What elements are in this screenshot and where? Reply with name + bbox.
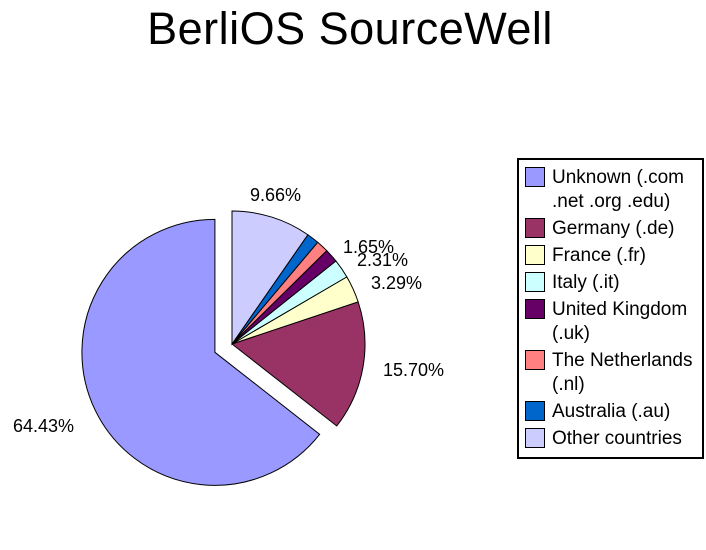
legend-swatch-australia — [525, 401, 545, 421]
pie-slice-germany — [230, 301, 366, 427]
legend-item-italy: Italy (.it) — [525, 271, 699, 295]
legend-swatch-unknown — [525, 167, 545, 187]
legend-swatch-france — [525, 245, 545, 265]
percent-label-italy: 2.31% — [357, 250, 409, 270]
legend-label-other: Other countries — [552, 428, 682, 449]
legend-item-france: France (.fr) — [525, 244, 699, 268]
legend-item-united-kingdom: United Kingdom (.uk) — [525, 298, 699, 346]
legend-swatch-netherlands — [525, 350, 545, 370]
legend: Unknown (.com .net .org .edu) Germany (.d… — [517, 158, 704, 459]
legend-item-unknown: Unknown (.com .net .org .edu) — [525, 166, 699, 214]
pie-slice-other — [231, 210, 309, 346]
legend-label-unknown: Unknown (.com .net .org .edu) — [552, 167, 684, 212]
percent-label-other-countries: 9.66% — [250, 185, 302, 205]
legend-swatch-united-kingdom — [525, 299, 545, 319]
legend-swatch-germany — [525, 218, 545, 238]
percent-label-germany: 15.70% — [383, 360, 445, 380]
legend-label-france: France (.fr) — [552, 245, 646, 266]
chart-title: BerliOS SourceWell — [147, 3, 553, 54]
legend-label-italy: Italy (.it) — [552, 272, 620, 293]
legend-item-other: Other countries — [525, 427, 699, 451]
legend-label-netherlands: The Netherlands (.nl) — [552, 350, 693, 395]
percent-label-unknown: 64.43% — [13, 416, 75, 436]
legend-item-netherlands: The Netherlands (.nl) — [525, 349, 699, 397]
percent-label-france: 3.29% — [371, 273, 423, 293]
legend-swatch-italy — [525, 272, 545, 292]
legend-item-germany: Germany (.de) — [525, 217, 699, 241]
percent-label-united-kingdom: 1.65% — [343, 237, 395, 257]
legend-label-australia: Australia (.au) — [552, 401, 671, 422]
legend-swatch-other — [525, 428, 545, 448]
legend-item-australia: Australia (.au) — [525, 400, 699, 424]
legend-label-united-kingdom: United Kingdom (.uk) — [552, 299, 688, 344]
legend-label-germany: Germany (.de) — [552, 218, 675, 239]
pie-slice-unknown — [81, 218, 321, 486]
